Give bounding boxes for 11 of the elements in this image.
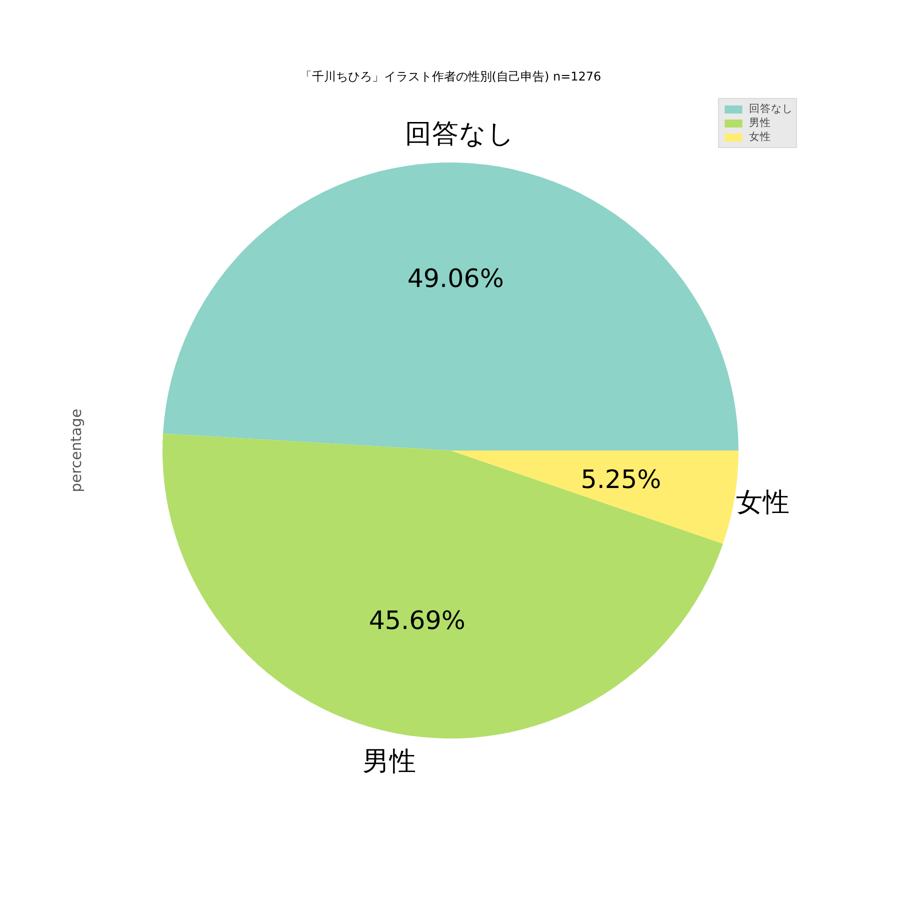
chart-title: 「千川ちひろ」イラスト作者の性別(自己申告) n=1276	[300, 70, 602, 84]
slice-label: 女性	[736, 487, 790, 518]
slice-label: 回答なし	[404, 118, 515, 150]
slice-label: 男性	[362, 746, 416, 777]
data-label: 45.69%	[368, 605, 466, 636]
data-label: 5.25%	[580, 464, 662, 494]
legend-label: 回答なし	[749, 102, 793, 116]
text: percentage	[68, 408, 85, 492]
data-label: 49.06%	[407, 262, 504, 293]
legend-label: 男性	[749, 116, 771, 130]
legend-label: 女性	[749, 130, 771, 144]
